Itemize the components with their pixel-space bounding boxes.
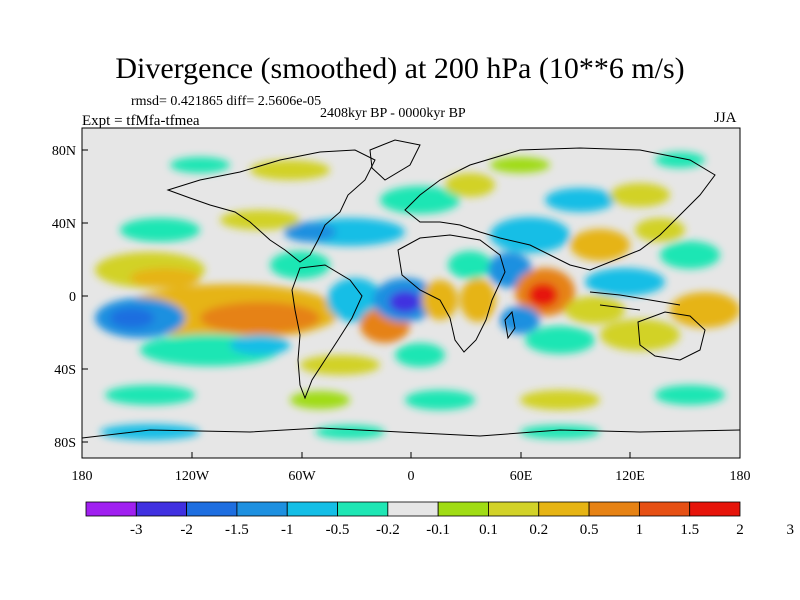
colorbar-swatch <box>689 501 741 517</box>
colorbar-swatch <box>638 501 691 517</box>
lat-tick-label: 80S <box>54 436 76 451</box>
field-blob <box>490 217 570 253</box>
colorbar: -3 -2 -1.5 -1 -0.5 -0.2 -0.1 0.1 0.2 0.5 1 1.5 2 3 <box>85 501 795 538</box>
field-blob <box>528 283 558 307</box>
coastline-antarctica <box>82 427 740 439</box>
field-blob <box>520 425 600 439</box>
colorbar-label: 1.5 <box>680 522 699 538</box>
lon-tick-label: 60W <box>288 469 316 484</box>
colorbar-label: -0.2 <box>376 522 400 538</box>
coastline-madagascar <box>504 310 516 340</box>
colorbar-label: -2 <box>180 522 193 538</box>
field-blob <box>490 157 550 173</box>
coastline-greenland <box>369 139 421 181</box>
field-blob <box>380 186 460 214</box>
field-blob <box>300 355 380 375</box>
lat-tick-label: 40S <box>54 363 76 378</box>
coastline-north-america <box>166 149 376 263</box>
lat-tick-label: 40N <box>52 217 76 232</box>
field-blob <box>445 173 495 197</box>
colorbar-label: 1 <box>636 522 644 538</box>
field-blob <box>520 390 600 410</box>
chart-title: Divergence (smoothed) at 200 hPa (10**6 … <box>115 52 685 85</box>
colorbar-label: -1.5 <box>225 522 249 538</box>
field-blob <box>170 157 230 173</box>
colorbar-swatch <box>387 501 439 517</box>
field-blob <box>200 302 320 334</box>
field-blob <box>120 218 200 242</box>
field-blob <box>610 183 670 207</box>
stats-label: rmsd= 0.421865 diff= 2.5606e-05 <box>131 94 322 109</box>
colorbar-label: 0.1 <box>479 522 498 538</box>
coastline-eurasia <box>404 147 716 271</box>
field-blob <box>315 425 385 439</box>
colorbar-swatch <box>286 501 338 517</box>
colorbar-label: -1 <box>281 522 294 538</box>
field-blob <box>565 296 625 324</box>
colorbar-swatch <box>85 501 137 517</box>
field-blob <box>570 229 630 261</box>
lat-tick-label: 0 <box>69 290 76 305</box>
lon-tick-label: 0 <box>408 469 415 484</box>
field-blob <box>130 268 200 288</box>
field-blob <box>395 343 445 367</box>
colorbar-swatch <box>135 501 188 517</box>
field-blob <box>389 291 421 313</box>
colorbar-swatch <box>337 501 389 517</box>
colorbar-swatch <box>488 501 540 517</box>
coastline-south-america <box>291 264 363 400</box>
lon-tick-label: 60E <box>510 469 533 484</box>
field-blob <box>327 278 383 322</box>
colorbar-label: -0.1 <box>426 522 450 538</box>
colorbar-label: 0.2 <box>529 522 548 538</box>
coastline-africa <box>397 234 506 353</box>
field-blob <box>635 218 685 242</box>
coastline-australia <box>637 311 706 361</box>
colorbar-label: 3 <box>787 522 795 538</box>
period-label: 2408kyr BP - 0000kyr BP <box>320 106 466 121</box>
colorbar-swatch <box>538 501 590 517</box>
field-blob <box>448 251 492 279</box>
field-blob <box>655 385 725 405</box>
divergence-field <box>82 139 740 440</box>
field-blob <box>284 222 336 242</box>
field-blob <box>585 268 665 296</box>
field-blob <box>460 278 496 322</box>
colorbar-swatch <box>437 501 489 517</box>
field-blob <box>220 210 300 230</box>
field-blob <box>670 292 740 328</box>
field-blob <box>660 241 720 269</box>
lat-tick-marks <box>82 149 88 443</box>
colorbar-swatch <box>588 501 640 517</box>
field-blob <box>270 251 330 279</box>
field-blob <box>110 308 154 328</box>
field-blob <box>230 335 290 355</box>
colorbar-label: 2 <box>736 522 744 538</box>
field-blob <box>100 424 200 440</box>
colorbar-label: 0.5 <box>580 522 599 538</box>
field-blob <box>600 319 680 351</box>
colorbar-label: -0.5 <box>326 522 350 538</box>
season-label: JJA <box>714 110 737 126</box>
field-blob <box>405 390 475 410</box>
lat-tick-label: 80N <box>52 144 76 159</box>
field-blob <box>105 385 195 405</box>
field-blob <box>525 326 595 354</box>
coastline-indonesia <box>589 291 681 311</box>
lon-tick-label: 180 <box>730 469 751 484</box>
lon-tick-label: 120E <box>615 469 645 484</box>
field-blob <box>250 160 330 180</box>
field-blob <box>500 306 540 334</box>
lon-tick-label: 120W <box>175 469 210 484</box>
lon-tick-marks <box>81 452 741 458</box>
experiment-label: Expt = tfMfa-tfmea <box>82 113 200 129</box>
colorbar-label: -3 <box>130 522 143 538</box>
colorbar-swatch <box>186 501 238 517</box>
coastlines <box>82 139 740 439</box>
colorbar-swatch <box>236 501 288 517</box>
field-blob <box>545 188 615 212</box>
lon-tick-label: 180 <box>72 469 93 484</box>
field-blob <box>290 391 350 409</box>
